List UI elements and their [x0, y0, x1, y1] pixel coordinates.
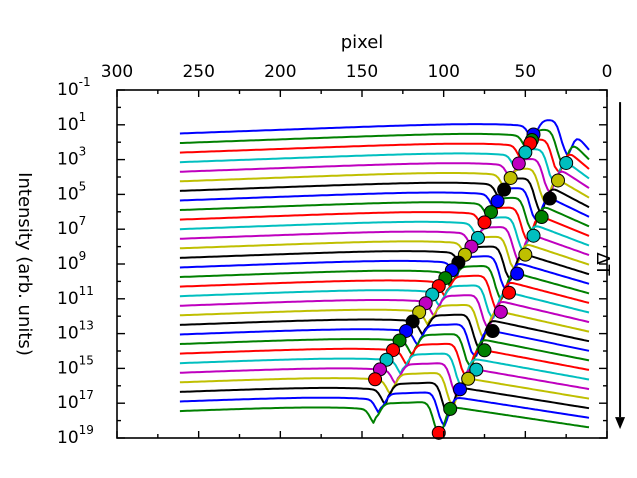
y-tick-label: 1017 — [57, 388, 94, 414]
tick-layer — [116, 89, 608, 439]
spectrum-series — [179, 313, 590, 350]
dip-marker — [511, 156, 526, 171]
dip-marker — [493, 304, 508, 319]
dip-marker — [518, 247, 533, 262]
dip-marker — [477, 343, 492, 358]
dip-marker — [490, 194, 505, 209]
dip-marker — [510, 266, 525, 281]
label-layer: 0 50 100 150 200 250 300 10-1 101 103 105 107 109 101… — [57, 62, 612, 448]
mirrored-plot: 0 50 100 150 200 250 300 10-1 101 103 105 107 109 101… — [14, 32, 626, 448]
dip-marker — [503, 170, 518, 185]
dip-marker — [461, 371, 476, 386]
x-axis-title: pixel — [341, 32, 384, 53]
y-tick-label: 109 — [57, 249, 86, 275]
y-tick-label: 10-1 — [57, 75, 91, 101]
spectrum-series — [179, 196, 590, 233]
dip-marker — [485, 324, 500, 339]
spectrum-series — [179, 177, 590, 214]
spectrum-series — [179, 119, 590, 156]
y-tick-label: 101 — [57, 109, 86, 135]
dip-marker — [386, 343, 401, 358]
spectrum-series — [179, 401, 590, 438]
spectrum-series — [179, 255, 590, 291]
spectrum-series — [179, 187, 590, 222]
series-layer — [179, 119, 590, 438]
y-tick-label: 1019 — [57, 423, 94, 449]
spectrum-series — [179, 216, 590, 253]
x-tick-label: 50 — [515, 62, 537, 82]
spectrum-series — [179, 342, 590, 379]
x-tick-label: 300 — [101, 62, 133, 82]
y-tick-label: 1011 — [57, 283, 94, 309]
y-tick-label: 105 — [57, 179, 86, 205]
spectrum-series — [179, 391, 590, 427]
dip-marker — [431, 425, 446, 440]
y-tick-label: 107 — [57, 214, 86, 239]
spectrum-series — [179, 206, 590, 243]
spectrum-series — [179, 372, 590, 406]
x-tick-label: 150 — [346, 62, 378, 82]
marker-layer — [368, 127, 574, 440]
dip-marker — [497, 182, 512, 197]
dip-marker — [518, 145, 533, 160]
dip-marker — [534, 210, 549, 225]
dip-marker — [477, 215, 492, 230]
dip-marker — [559, 155, 574, 170]
dip-marker — [453, 382, 467, 397]
x-tick-label: 100 — [427, 62, 459, 82]
dip-marker — [526, 228, 541, 243]
spectrum-series — [179, 304, 590, 340]
dip-marker — [379, 352, 394, 367]
spectrum-series — [179, 294, 590, 330]
dip-marker — [502, 285, 516, 300]
dip-marker — [368, 372, 383, 387]
spectrum-series — [179, 323, 590, 357]
dip-marker — [399, 323, 414, 338]
x-tick-label: 250 — [182, 62, 214, 82]
spectrum-series — [179, 333, 590, 368]
x-tick-label: 200 — [264, 62, 296, 82]
y-tick-label: 1015 — [57, 353, 94, 379]
dip-marker — [392, 333, 407, 348]
y-tick-label: 103 — [57, 144, 86, 170]
dip-marker — [551, 173, 565, 188]
delta-t-label: ΔT — [592, 252, 613, 276]
dip-marker — [484, 205, 499, 220]
dip-marker — [542, 191, 557, 206]
spectrum-series — [179, 284, 590, 319]
dip-marker — [443, 401, 458, 416]
spectrum-series — [179, 128, 590, 166]
y-tick-label: 1013 — [57, 318, 94, 344]
dip-marker — [469, 362, 484, 377]
spectrum-series — [179, 274, 590, 311]
y-axis-title: Intensity (arb. units) — [14, 172, 35, 356]
delta-t-arrowhead — [615, 417, 626, 430]
delta-t-annotation: ΔT — [592, 102, 626, 430]
x-tick-label: 0 — [602, 62, 613, 82]
